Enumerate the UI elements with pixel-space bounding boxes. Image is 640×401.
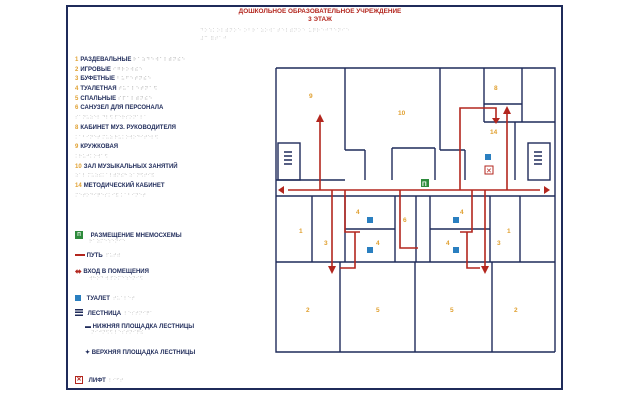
plan-frame [66, 5, 563, 390]
upper-landing-icon: ✦ [85, 350, 91, 356]
toilet-icon [453, 247, 459, 253]
toilet-icon [485, 154, 491, 160]
room-number: 14 [490, 129, 498, 136]
entrance-arrow-icon [278, 186, 284, 194]
room-number: 5 [376, 307, 380, 314]
legend-item: 2 ИГРОВЫЕ ⠊⠛⠗⠕⠺⠮⠑ [75, 66, 144, 73]
room-number: 2 [514, 307, 518, 314]
legend: 1 РАЗДЕВАЛЬНЫЕ ⠗⠁⠵⠙⠑⠺⠁⠇⠾⠝⠮⠑ 2 ИГРОВЫЕ ⠊⠛⠗⠕… [75, 57, 265, 202]
lift-icon: ✕ [75, 376, 83, 384]
lower-landing-icon: ▬ [85, 324, 91, 330]
room-numbers: 9 10 8 14 1 4 6 4 1 3 4 3 4 2 5 5 2 [299, 85, 518, 314]
legend-item: 6 САНУЗЕЛ ДЛЯ ПЕРСОНАЛА [75, 105, 164, 112]
legend-braille: ⠵⠁⠇ ⠍⠥⠵⠮⠅⠁⠇⠾⠝⠮⠓ ⠵⠁⠝⠫⠞⠊⠯ [75, 173, 155, 180]
toilet-icon [367, 247, 373, 253]
legend-lift: ✕ ЛИФТ ⠇⠊⠋⠞ [75, 376, 124, 384]
lift-icon [484, 165, 494, 175]
entrance-arrow-icon [544, 186, 550, 194]
room-number: 4 [460, 209, 464, 216]
room-number: 4 [376, 240, 380, 247]
toilet-markers [367, 154, 491, 253]
legend-entrance: ⬌ ВХОД В ПОМЕЩЕНИЯ ⠺⠓⠕⠙ ⠺ ⠏⠕⠍⠑⠱⠑⠝⠊⠫ [75, 267, 149, 282]
entrance-arrows [278, 106, 550, 274]
room-number: 3 [324, 240, 328, 247]
toilet-icon [75, 295, 81, 301]
room-number: 1 [507, 228, 511, 235]
lift-cross: ✕ [486, 167, 492, 175]
title-line-1: ДОШКОЛЬНОЕ ОБРАЗОВАТЕЛЬНОЕ УЧРЕЖДЕНИЕ [238, 8, 402, 15]
room-number: 9 [309, 93, 313, 100]
title-line-2: 3 ЭТАЖ [308, 16, 332, 23]
room-number: 4 [446, 240, 450, 247]
legend-toilet: ТУАЛЕТ ⠞⠥⠁⠇⠑⠞ [75, 295, 135, 302]
path-line-icon [75, 254, 85, 257]
room-number: 6 [403, 217, 407, 224]
room-number: 5 [450, 307, 454, 314]
legend-item: 14 МЕТОДИЧЕСКИЙ КАБИНЕТ [75, 182, 165, 189]
legend-stairs: ЛЕСТНИЦА ⠇⠑⠎⠞⠝⠊⠟⠁ [75, 309, 153, 317]
stairs-icon [75, 309, 83, 317]
legend-braille: ⠅⠁⠃⠊⠝⠑⠞ ⠍⠥⠵ ⠗⠥⠅⠕⠺⠕⠙⠊⠞⠑⠇⠫ [75, 134, 159, 141]
room-number: 2 [306, 307, 310, 314]
room-number: 3 [497, 240, 501, 247]
legend-braille: ⠅⠗⠥⠚⠅⠕⠺⠁⠫ [75, 153, 108, 160]
legend-upper-landing: ✦ ВЕРХНЯЯ ПЛОЩАДКА ЛЕСТНИЦЫ [85, 350, 196, 356]
legend-item: 9 КРУЖКОВАЯ [75, 144, 119, 151]
mnemo-icon [421, 179, 429, 187]
toilet-icon [367, 217, 373, 223]
entrance-arrow-icon [492, 118, 500, 124]
entrance-arrow-icon [503, 106, 511, 114]
legend-item: 4 ТУАЛЕТНАЯ ⠞⠥⠁⠇⠑⠞⠝⠁⠫ [75, 86, 158, 93]
page-title: ДОШКОЛЬНОЕ ОБРАЗОВАТЕЛЬНОЕ УЧРЕЖДЕНИЕ 3 … [170, 8, 470, 24]
room-number: 10 [398, 110, 406, 117]
room-number: 4 [356, 209, 360, 216]
legend-braille: ⠎⠁⠝⠥⠵⠑⠇ ⠙⠇⠫ ⠏⠑⠗⠎⠕⠝⠁⠇⠁ [75, 115, 148, 122]
legend-item: 8 КАБИНЕТ МУЗ. РУКОВОДИТЕЛЯ [75, 124, 176, 131]
legend-item: 5 СПАЛЬНЫЕ ⠎⠏⠁⠇⠾⠝⠮⠑ [75, 95, 154, 102]
braille-title: ⠙⠕⠱⠅⠕⠇⠾⠝⠕⠑ ⠕⠃⠗⠁⠵⠕⠺⠁⠞⠑⠇⠾⠝⠕⠑ ⠥⠟⠗⠑⠚⠙⠑⠝⠊⠑ ⠼⠉… [200, 28, 350, 42]
legend-item: 1 РАЗДЕВАЛЬНЫЕ ⠗⠁⠵⠙⠑⠺⠁⠇⠾⠝⠮⠑ [75, 57, 186, 63]
room-number: 8 [494, 85, 498, 92]
mnemo-icon: П [75, 231, 83, 239]
entrance-arrow-icon [316, 114, 324, 122]
mnemo-letter: П [422, 181, 427, 188]
legend-lower-landing: ▬ НИЖНЯЯ ПЛОЩАДКА ЛЕСТНИЦЫ ⠝⠊⠚⠝⠫⠫ ⠇⠑⠎⠞⠝⠊… [85, 324, 195, 336]
legend-path: ПУТЬ ⠏⠥⠞⠾ [75, 253, 120, 259]
room-number: 1 [299, 228, 303, 235]
legend-mnemo: П РАЗМЕЩЕНИЕ МНЕМОСХЕМЫ ⠗⠁⠵⠍⠑⠱⠑⠝⠊⠑ [75, 231, 182, 245]
stairs-icons [284, 151, 542, 165]
toilet-icon [453, 217, 459, 223]
legend-braille: ⠍⠑⠞⠕⠙⠊⠟⠑⠎⠅⠊⠯ ⠅⠁⠃⠊⠝⠑⠞ [75, 192, 146, 199]
entrance-arrow-icon: ⬌ [75, 267, 82, 276]
entrance-arrow-icon [481, 266, 489, 274]
legend-item: 10 ЗАЛ МУЗЫКАЛЬНЫХ ЗАНЯТИЙ [75, 163, 178, 170]
route-path [288, 107, 540, 270]
legend-item: 3 БУФЕТНЫЕ ⠃⠥⠋⠑⠞⠝⠮⠑ [75, 76, 152, 83]
entrance-arrow-icon [328, 266, 336, 274]
